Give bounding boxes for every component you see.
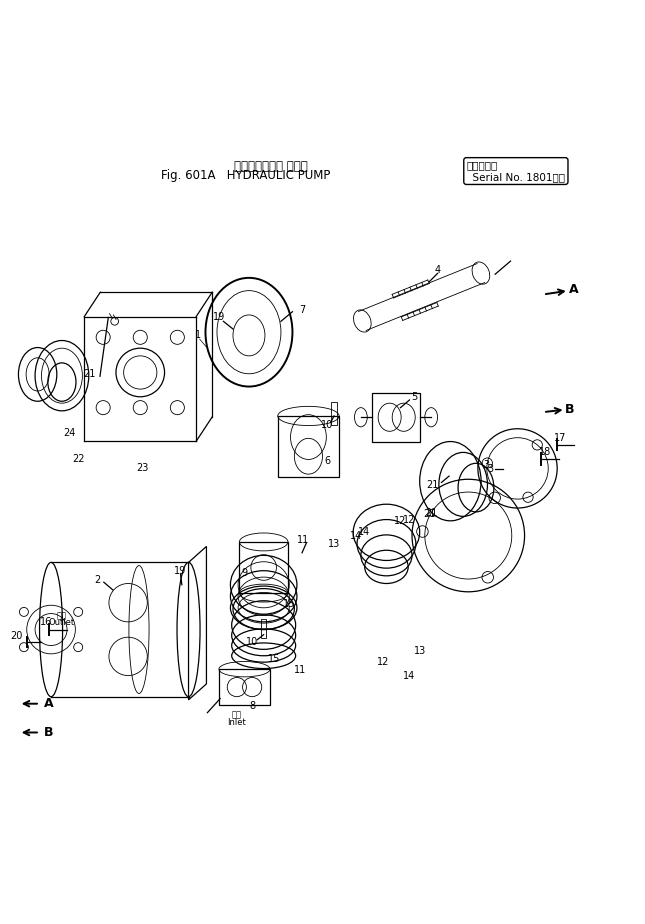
- Text: Outlet: Outlet: [48, 618, 75, 627]
- Text: 18: 18: [539, 447, 551, 456]
- Text: 13: 13: [328, 539, 340, 549]
- Text: 6: 6: [324, 456, 331, 467]
- Text: 14: 14: [350, 530, 362, 541]
- Text: 22: 22: [72, 454, 84, 464]
- Bar: [239, 542, 288, 593]
- Text: 21: 21: [426, 480, 439, 490]
- Text: 7: 7: [299, 305, 305, 315]
- Bar: [331, 402, 337, 425]
- Bar: [219, 669, 270, 705]
- Text: 19: 19: [174, 565, 186, 576]
- Text: 5: 5: [412, 393, 418, 403]
- Text: 15: 15: [268, 654, 281, 664]
- Text: 12: 12: [377, 657, 390, 666]
- Text: 4: 4: [435, 265, 441, 275]
- Text: A: A: [44, 698, 54, 711]
- Text: Inlet: Inlet: [228, 718, 246, 727]
- Text: 入口: 入口: [232, 711, 242, 720]
- Text: 21: 21: [425, 508, 437, 518]
- Text: 出口: 出口: [57, 611, 66, 620]
- Text: ハイドロリック ポンプ: ハイドロリック ポンプ: [235, 160, 308, 173]
- Text: 3: 3: [484, 460, 490, 470]
- Text: 23: 23: [136, 464, 148, 473]
- Text: 12: 12: [394, 516, 407, 526]
- Text: 12: 12: [402, 515, 415, 525]
- Text: 16: 16: [40, 617, 52, 626]
- Text: B: B: [44, 726, 54, 739]
- Text: 19: 19: [213, 312, 225, 322]
- Text: 14: 14: [402, 671, 415, 681]
- Text: 17: 17: [554, 432, 566, 443]
- Text: 9: 9: [241, 567, 248, 578]
- Text: 10: 10: [321, 419, 333, 430]
- Text: 24: 24: [64, 428, 76, 438]
- Text: 10: 10: [246, 638, 258, 648]
- Text: 2: 2: [94, 576, 101, 585]
- Text: 14: 14: [358, 528, 370, 538]
- Text: Fig. 601A   HYDRAULIC PUMP: Fig. 601A HYDRAULIC PUMP: [161, 169, 330, 182]
- Text: 15: 15: [283, 599, 295, 609]
- Text: 13: 13: [413, 646, 426, 656]
- Text: 1: 1: [195, 331, 201, 340]
- Text: 3: 3: [487, 464, 493, 474]
- Bar: [372, 393, 421, 442]
- Text: 20: 20: [11, 631, 23, 641]
- Text: A: A: [568, 284, 578, 297]
- Text: 8: 8: [249, 701, 255, 711]
- Text: 11: 11: [297, 535, 310, 545]
- Text: （適用号機
  Serial No. 1801～）: （適用号機 Serial No. 1801～）: [466, 160, 566, 182]
- Text: 11: 11: [294, 665, 306, 675]
- Bar: [261, 619, 266, 638]
- Text: B: B: [565, 403, 574, 416]
- Text: 21: 21: [424, 509, 436, 519]
- Bar: [278, 416, 339, 478]
- Text: 21: 21: [83, 369, 95, 379]
